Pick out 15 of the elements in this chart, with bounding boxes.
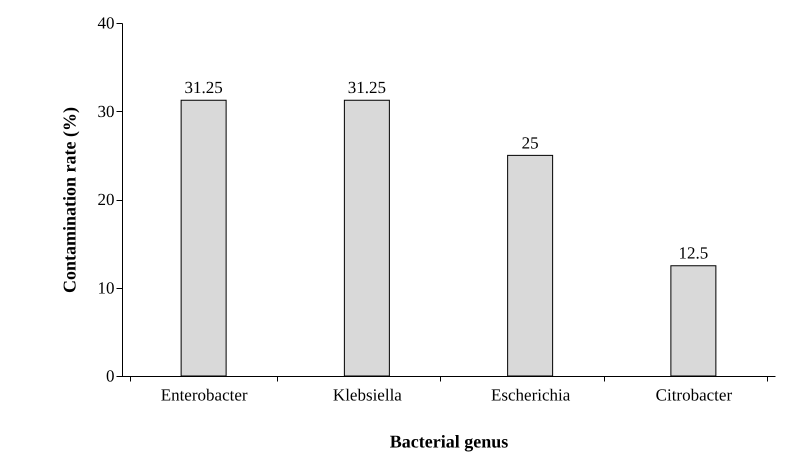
x-tick-label: Enterobacter [160, 386, 248, 404]
data-label: 25 [522, 133, 539, 152]
y-axis-title: Contamination rate (%) [60, 107, 80, 293]
x-tick-label: Citrobacter [656, 386, 732, 404]
y-tick-label: 40 [98, 14, 114, 32]
data-label: 12.5 [678, 244, 708, 263]
data-label: 31.25 [348, 78, 386, 98]
x-axis-title: Bacterial genus [390, 432, 508, 452]
y-tick-label: 30 [98, 102, 114, 121]
data-label: 31.25 [184, 78, 223, 98]
x-tick-label: Klebsiella [332, 386, 402, 404]
y-tick-label: 10 [98, 278, 114, 298]
y-tick-label: 0 [106, 366, 114, 386]
x-tick-label: Escherichia [490, 386, 571, 404]
y-tick-label: 20 [98, 190, 114, 209]
